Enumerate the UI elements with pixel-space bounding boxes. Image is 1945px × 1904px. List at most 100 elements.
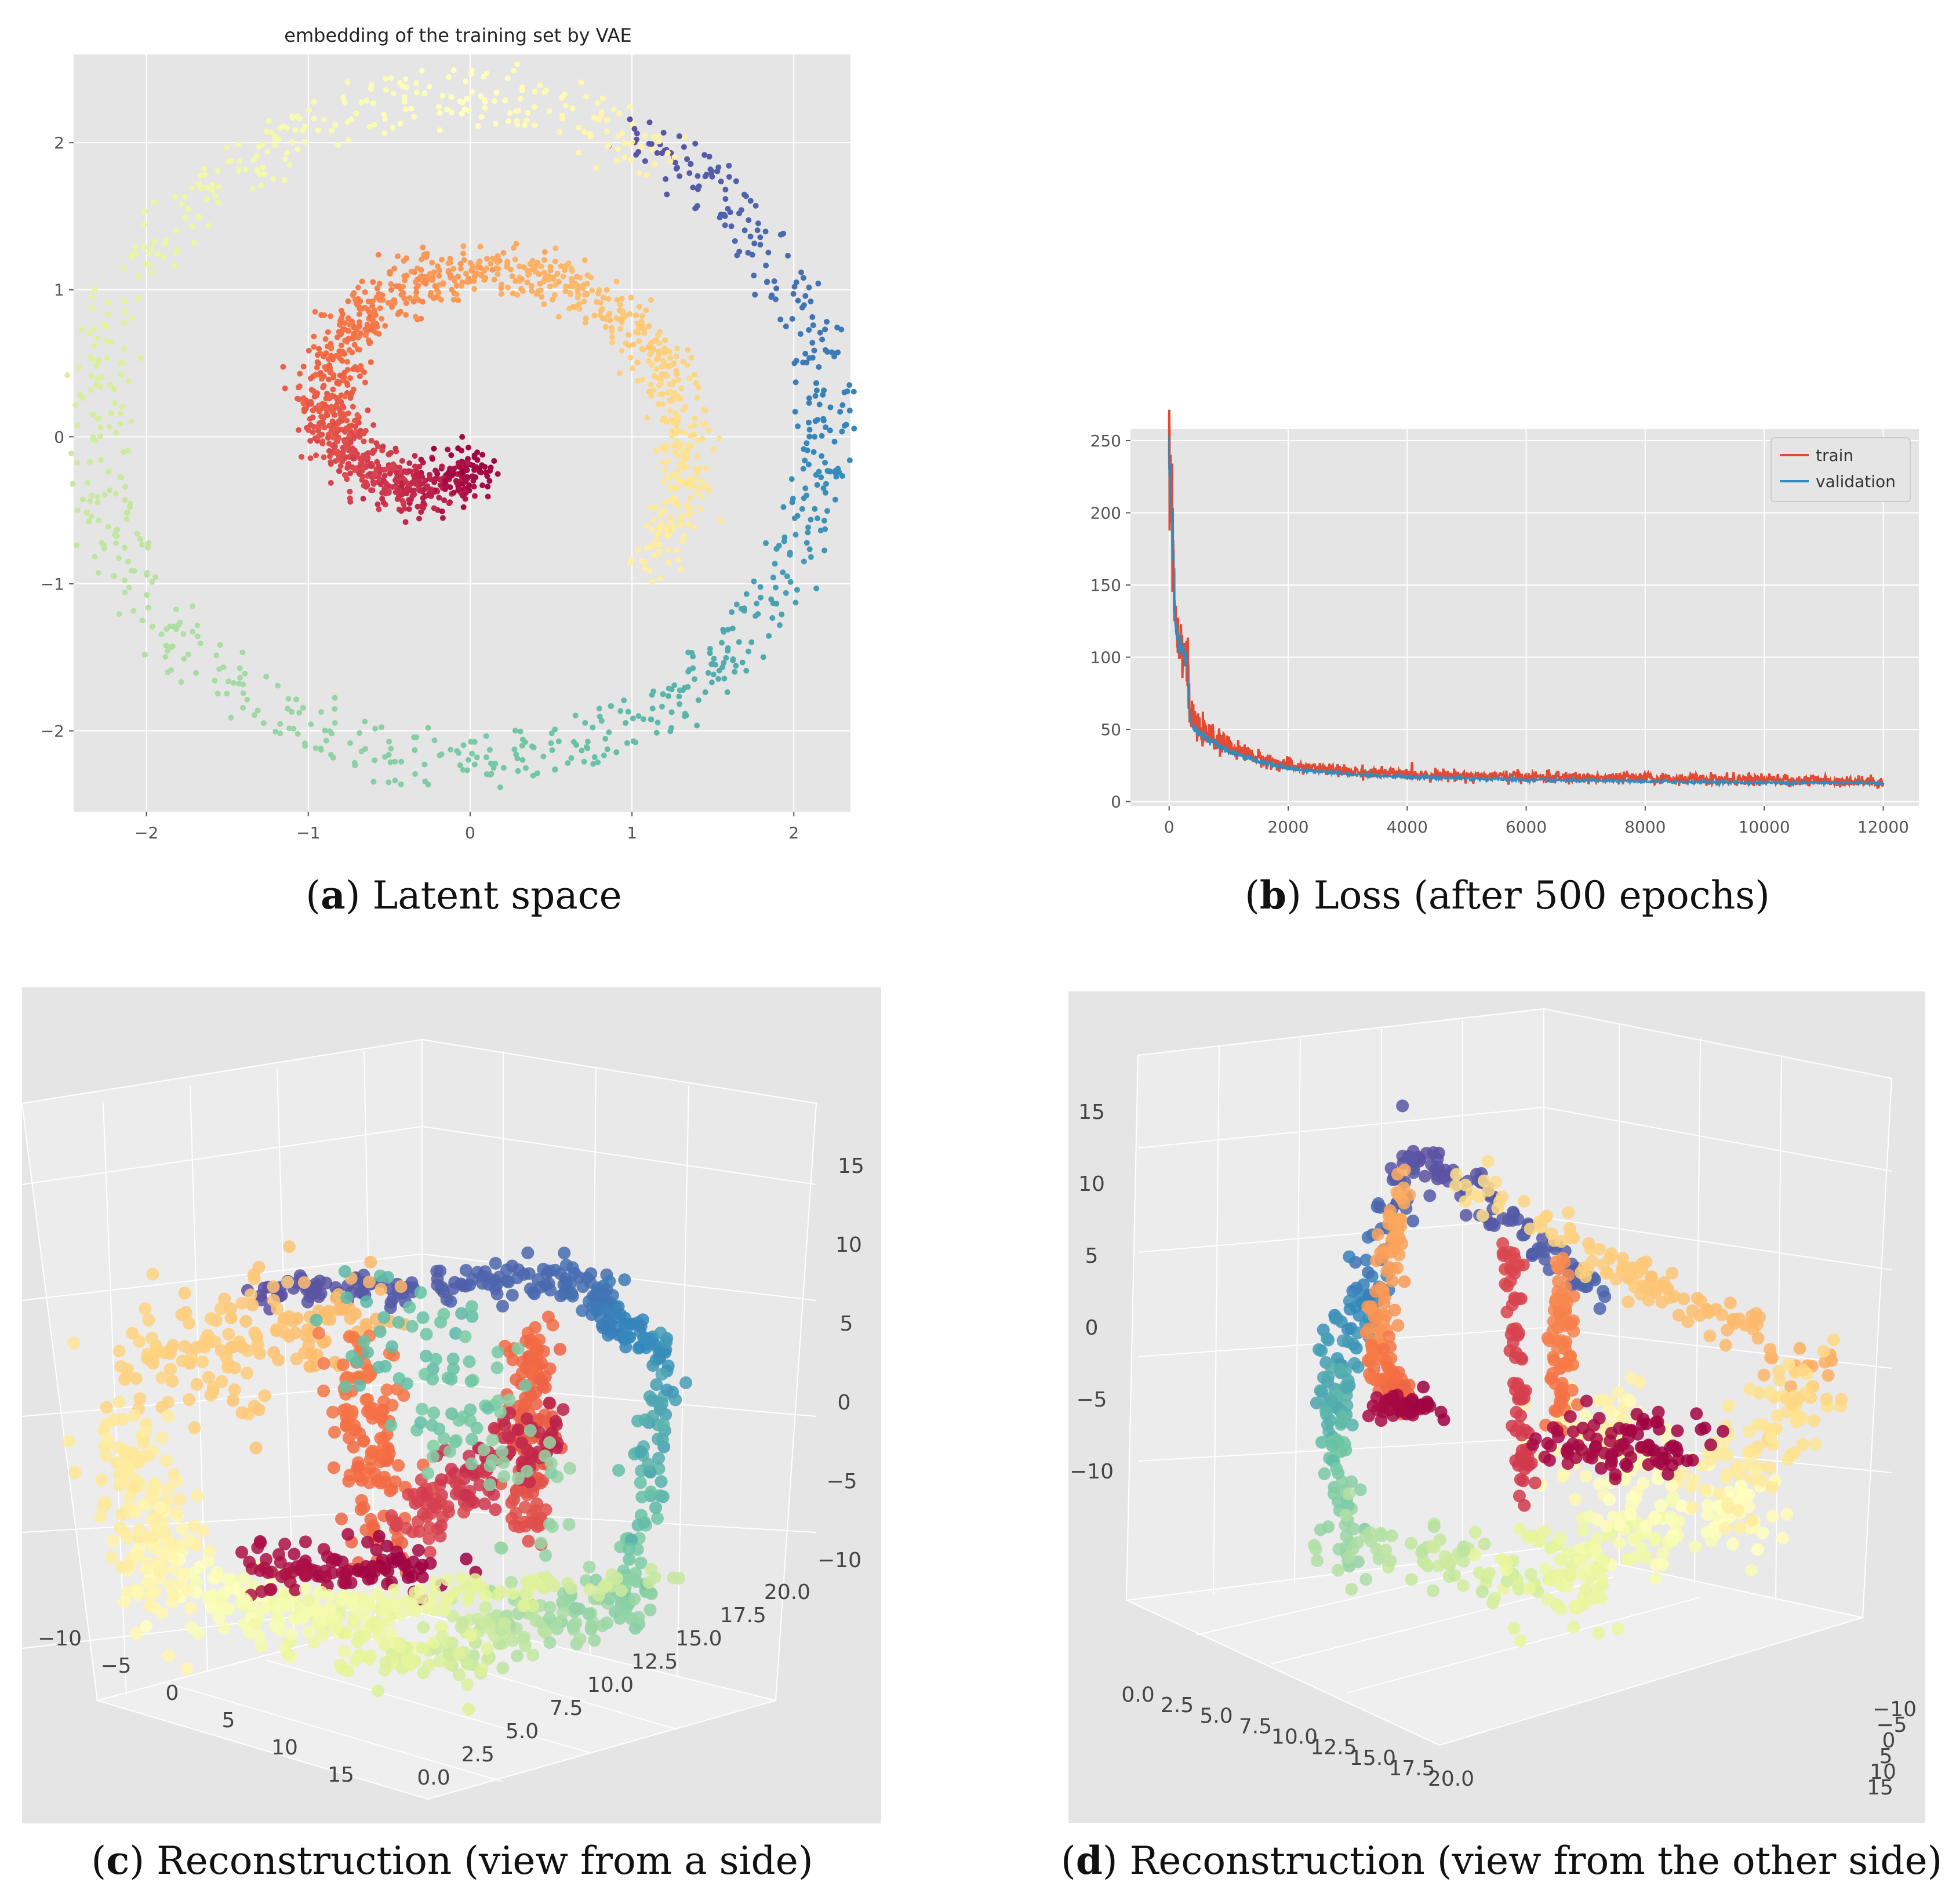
latent-point	[658, 520, 664, 526]
reconstructed-point	[321, 1550, 334, 1563]
latent-point	[659, 444, 666, 450]
reconstructed-point	[129, 1505, 142, 1518]
latent-point	[88, 513, 94, 519]
reconstructed-point	[1751, 1318, 1764, 1331]
latent-point	[212, 192, 219, 199]
latent-point	[455, 750, 461, 756]
reconstructed-point	[627, 1572, 641, 1586]
latent-point	[675, 393, 682, 399]
reconstructed-point	[1380, 1265, 1394, 1278]
latent-point	[453, 291, 460, 297]
reconstructed-point	[1715, 1308, 1729, 1321]
latent-point	[482, 99, 488, 105]
latent-point	[471, 484, 477, 490]
latent-point	[358, 99, 364, 106]
latent-point	[673, 353, 679, 359]
reconstructed-point	[516, 1355, 529, 1368]
latent-point	[371, 307, 377, 314]
legend-label: train	[1816, 446, 1853, 465]
latent-point	[609, 339, 615, 346]
reconstructed-point	[116, 1475, 129, 1488]
reconstructed-point	[459, 1488, 472, 1502]
latent-point	[667, 388, 674, 395]
latent-point	[525, 268, 531, 274]
reconstructed-point	[1365, 1371, 1378, 1385]
latent-point	[260, 164, 266, 170]
x-tick-label: 0	[465, 823, 475, 842]
reconstructed-point	[114, 1521, 127, 1535]
latent-point	[604, 117, 610, 123]
latent-point	[793, 358, 799, 364]
x-tick-label: 1	[627, 823, 637, 842]
reconstructed-point	[490, 1361, 504, 1375]
y-tick-label: −2	[41, 722, 64, 741]
axis-tick-label: 10	[271, 1736, 298, 1760]
reconstructed-point	[359, 1318, 373, 1331]
reconstructed-point	[1645, 1270, 1659, 1284]
latent-point	[755, 220, 761, 227]
reconstructed-point	[133, 1392, 147, 1405]
reconstructed-point	[214, 1302, 227, 1316]
latent-point	[191, 239, 197, 246]
latent-point	[361, 438, 367, 445]
latent-point	[137, 536, 143, 542]
latent-point	[643, 172, 649, 178]
latent-point	[654, 150, 660, 156]
reconstructed-point	[1518, 1499, 1531, 1512]
latent-point	[352, 467, 358, 474]
reconstructed-point	[1624, 1371, 1638, 1385]
latent-point	[657, 528, 664, 535]
reconstructed-point	[1612, 1622, 1625, 1636]
latent-point	[681, 144, 687, 150]
latent-point	[793, 279, 799, 285]
latent-point	[758, 594, 764, 601]
latent-point	[711, 655, 717, 662]
latent-point	[347, 375, 354, 381]
latent-point	[422, 478, 428, 484]
reconstructed-point	[466, 1310, 479, 1323]
latent-point	[706, 487, 712, 493]
latent-point	[368, 359, 374, 365]
reconstructed-point	[1718, 1521, 1732, 1535]
latent-point	[68, 450, 75, 456]
reconstructed-point	[1721, 1496, 1734, 1510]
latent-point	[406, 506, 412, 513]
latent-point	[464, 96, 470, 102]
reconstructed-point	[1385, 1245, 1398, 1259]
latent-point	[341, 99, 348, 106]
latent-point	[355, 431, 361, 438]
reconstructed-point	[324, 1601, 337, 1615]
reconstructed-point	[491, 1346, 504, 1358]
reconstructed-point	[184, 1601, 197, 1615]
reconstructed-point	[1772, 1365, 1786, 1378]
latent-point	[467, 260, 474, 266]
reconstructed-point	[1827, 1333, 1840, 1346]
reconstructed-point	[465, 1300, 478, 1313]
latent-point	[413, 289, 420, 296]
latent-point	[347, 470, 354, 477]
latent-point	[445, 268, 452, 274]
latent-point	[625, 708, 631, 715]
reconstructed-point	[1593, 1302, 1606, 1316]
latent-point	[230, 680, 237, 686]
reconstructed-point	[152, 1565, 166, 1578]
latent-point	[757, 234, 764, 241]
reconstructed-point	[1481, 1155, 1495, 1168]
latent-point	[412, 747, 418, 753]
latent-point	[724, 689, 730, 695]
latent-point	[312, 745, 319, 751]
latent-point	[421, 761, 428, 768]
reconstructed-point	[648, 1571, 661, 1584]
reconstructed-point	[544, 1457, 558, 1470]
latent-point	[152, 574, 159, 580]
latent-point	[258, 182, 264, 188]
latent-point	[672, 431, 679, 437]
reconstructed-point	[1763, 1461, 1776, 1474]
latent-point	[311, 333, 317, 340]
reconstructed-point	[1431, 1169, 1444, 1182]
reconstructed-point	[67, 1336, 81, 1350]
latent-point	[817, 528, 824, 534]
latent-point	[281, 177, 288, 183]
reconstructed-point	[1642, 1293, 1655, 1307]
latent-point	[660, 691, 666, 697]
